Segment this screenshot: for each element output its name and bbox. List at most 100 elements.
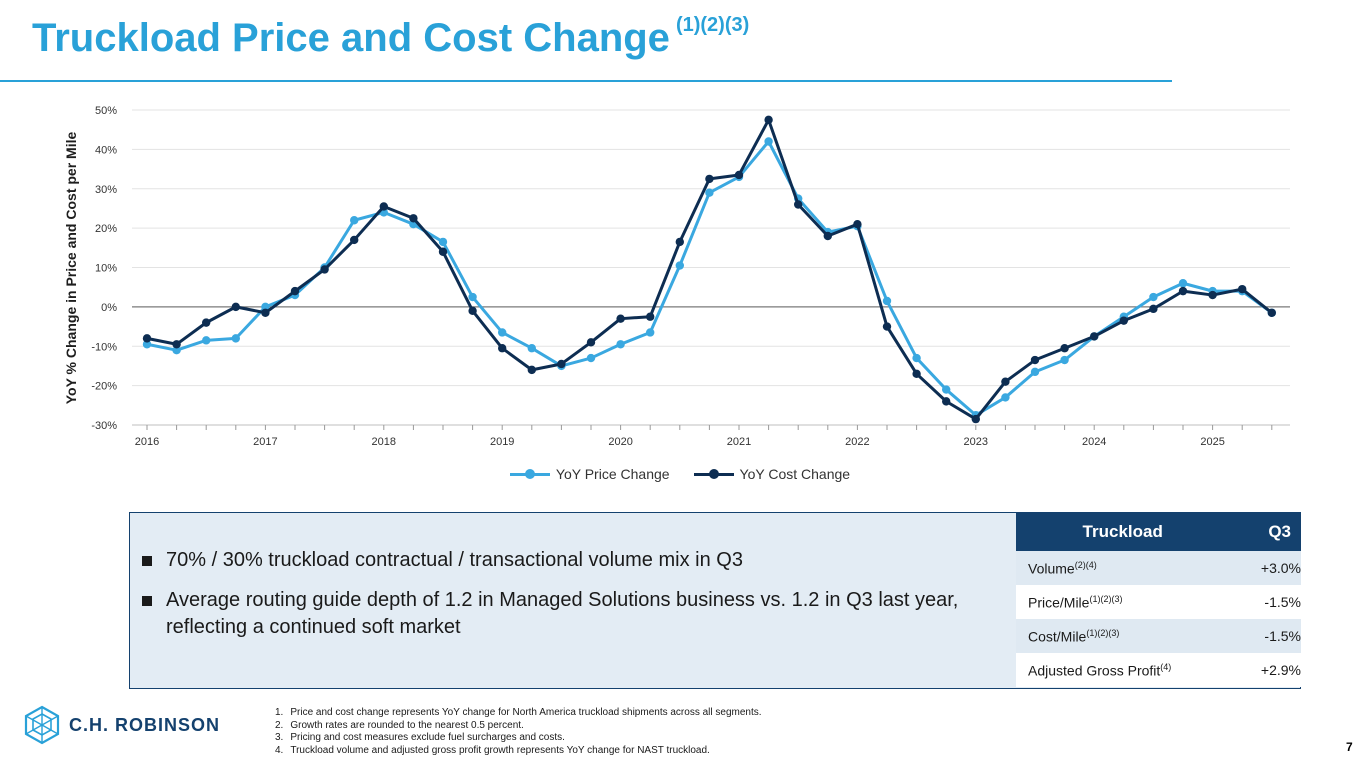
row-label: Cost/Mile(1)(2)(3) — [1016, 619, 1230, 653]
data-point — [468, 306, 477, 316]
x-tick-label: 2020 — [608, 436, 632, 446]
title-footnote-refs: (1)(2)(3) — [675, 14, 750, 36]
data-point — [1119, 316, 1129, 325]
x-tick-label: 2018 — [372, 436, 396, 446]
table-row: Adjusted Gross Profit(4) +2.9% — [1016, 653, 1301, 687]
row-refs: (4) — [1160, 661, 1172, 672]
y-tick-label: 50% — [95, 105, 117, 117]
row-value: -1.5% — [1229, 585, 1301, 619]
data-point — [261, 308, 270, 317]
data-point — [1178, 279, 1188, 288]
y-tick-label: -20% — [91, 381, 117, 393]
page-title: Truckload Price and Cost Change (1)(2)(3) — [32, 14, 749, 61]
footnote-item: 3. Pricing and cost measures exclude fuel… — [275, 732, 762, 745]
data-point — [1178, 286, 1188, 296]
footnote-item: 2. Growth rates are rounded to the neares… — [275, 720, 762, 733]
data-point — [320, 265, 329, 274]
x-tick-label: 2021 — [727, 436, 751, 446]
price-cost-line-chart: -30% -20% -10% 0% 10% 20% 30% 40% 50% 2016 2017 201… — [91, 105, 1290, 446]
row-label-text: Volume — [1028, 560, 1075, 577]
data-point — [172, 345, 181, 355]
data-point — [498, 328, 507, 337]
footnote-item: 1. Price and cost change represents YoY c… — [275, 707, 762, 720]
row-refs: (2)(4) — [1074, 559, 1097, 570]
data-point — [646, 312, 655, 321]
table-header-period: Q3 — [1229, 513, 1301, 551]
data-point — [705, 174, 714, 184]
data-point — [409, 214, 418, 223]
row-refs: (1)(2)(3) — [1086, 627, 1120, 638]
data-point — [675, 261, 684, 270]
series-line — [146, 118, 1273, 421]
table-header-metric: Truckload — [1016, 513, 1230, 551]
x-tick-label: 2019 — [490, 436, 514, 446]
data-point — [942, 397, 951, 406]
footnote-text: Price and cost change represents YoY cha… — [290, 707, 762, 718]
data-point — [586, 338, 596, 347]
data-point — [438, 237, 448, 247]
footnote-number: 2. — [275, 719, 284, 731]
row-label: Price/Mile(1)(2)(3) — [1016, 585, 1230, 619]
page-number: 7 — [1346, 740, 1353, 754]
data-point — [853, 219, 862, 229]
y-tick-label: 20% — [95, 223, 117, 235]
data-point — [646, 328, 655, 337]
data-point — [1060, 355, 1069, 365]
data-point — [912, 369, 921, 379]
bullet-item: 70% / 30% truckload contractual / transa… — [142, 547, 1002, 574]
y-tick-label: -10% — [91, 341, 117, 353]
row-refs: (1)(2)(3) — [1089, 593, 1123, 604]
title-text: Truckload Price and Cost Change — [32, 16, 670, 60]
data-point — [705, 188, 714, 197]
y-tick-label: -30% — [91, 420, 117, 432]
y-tick-label: 0% — [101, 302, 117, 314]
data-point — [675, 237, 684, 247]
x-tick-label: 2016 — [135, 436, 159, 446]
series-cost — [142, 115, 1277, 424]
y-tick-label: 40% — [95, 144, 117, 156]
data-point — [1149, 304, 1158, 314]
data-point — [823, 231, 832, 241]
row-value: +2.9% — [1229, 653, 1301, 687]
summary-bullets: 70% / 30% truckload contractual / transa… — [142, 547, 1002, 654]
data-point — [261, 302, 270, 312]
data-point — [912, 353, 921, 363]
series-layer — [142, 115, 1277, 424]
legend-label-cost: YoY Cost Change — [739, 466, 851, 482]
data-point — [290, 286, 300, 296]
data-point — [882, 322, 892, 331]
logo-wordmark: C.H. ROBINSON — [69, 714, 221, 735]
footnote-item: 4. Truckload volume and adjusted gross pr… — [275, 745, 762, 758]
gridlines — [132, 109, 1290, 426]
legend-item-price: YoY Price Change — [509, 466, 670, 482]
table-row: Volume(2)(4) +3.0% — [1016, 551, 1301, 585]
data-point — [1208, 290, 1217, 300]
data-point — [1030, 355, 1040, 365]
x-tick-label: 2025 — [1200, 436, 1224, 446]
data-point — [202, 318, 211, 327]
company-logo: C.H. ROBINSON — [24, 705, 220, 745]
data-point — [231, 334, 240, 343]
data-point — [764, 115, 773, 125]
row-label: Adjusted Gross Profit(4) — [1016, 653, 1230, 687]
chart-legend: YoY Price Change YoY Cost Change — [500, 466, 860, 482]
x-tick-label: 2022 — [845, 436, 869, 446]
y-tick-label: 10% — [95, 263, 117, 275]
data-point — [498, 344, 507, 353]
footnote-number: 4. — [275, 744, 284, 756]
legend-item-cost: YoY Cost Change — [693, 466, 851, 482]
legend-swatch-price — [509, 469, 550, 479]
row-value: +3.0% — [1229, 551, 1301, 585]
data-point — [231, 302, 240, 312]
truckload-metrics-table: Truckload Q3 Volume(2)(4) +3.0% Price/Mi… — [1016, 513, 1301, 687]
data-point — [882, 296, 892, 306]
title-divider — [0, 80, 1172, 82]
data-point — [350, 235, 359, 245]
data-point — [616, 340, 625, 349]
data-point — [616, 314, 625, 323]
x-tick-label: 2024 — [1082, 436, 1106, 446]
table-row: Price/Mile(1)(2)(3) -1.5% — [1016, 585, 1301, 619]
footnote-text: Growth rates are rounded to the nearest … — [290, 719, 524, 731]
footnote-text: Truckload volume and adjusted gross prof… — [290, 744, 710, 756]
x-tick-label: 2023 — [964, 436, 988, 446]
